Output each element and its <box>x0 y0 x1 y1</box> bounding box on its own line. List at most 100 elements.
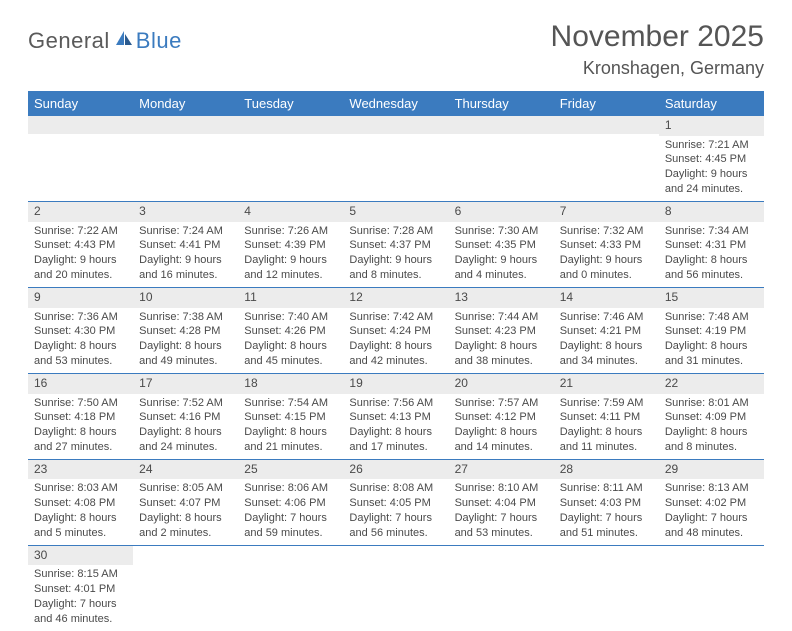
calendar-cell: 19Sunrise: 7:56 AMSunset: 4:13 PMDayligh… <box>343 373 448 459</box>
calendar-cell: 3Sunrise: 7:24 AMSunset: 4:41 PMDaylight… <box>133 201 238 287</box>
day-number: 1 <box>659 116 764 136</box>
col-wednesday: Wednesday <box>343 91 448 116</box>
calendar-cell: 30Sunrise: 8:15 AMSunset: 4:01 PMDayligh… <box>28 545 133 630</box>
day-number: 15 <box>659 288 764 308</box>
day-number: 16 <box>28 374 133 394</box>
col-friday: Friday <box>554 91 659 116</box>
day-number: 22 <box>659 374 764 394</box>
day-number: 25 <box>238 460 343 480</box>
col-thursday: Thursday <box>449 91 554 116</box>
day-details: Sunrise: 8:06 AMSunset: 4:06 PMDaylight:… <box>238 479 343 544</box>
calendar-cell: 8Sunrise: 7:34 AMSunset: 4:31 PMDaylight… <box>659 201 764 287</box>
calendar-row: 30Sunrise: 8:15 AMSunset: 4:01 PMDayligh… <box>28 545 764 630</box>
calendar-row: 2Sunrise: 7:22 AMSunset: 4:43 PMDaylight… <box>28 201 764 287</box>
empty-day-number <box>343 116 448 134</box>
day-details: Sunrise: 7:50 AMSunset: 4:18 PMDaylight:… <box>28 394 133 459</box>
day-number: 26 <box>343 460 448 480</box>
calendar-cell: 14Sunrise: 7:46 AMSunset: 4:21 PMDayligh… <box>554 287 659 373</box>
day-details: Sunrise: 7:42 AMSunset: 4:24 PMDaylight:… <box>343 308 448 373</box>
day-number: 12 <box>343 288 448 308</box>
calendar-cell: 20Sunrise: 7:57 AMSunset: 4:12 PMDayligh… <box>449 373 554 459</box>
day-number: 11 <box>238 288 343 308</box>
day-details: Sunrise: 8:05 AMSunset: 4:07 PMDaylight:… <box>133 479 238 544</box>
empty-day-number <box>28 116 133 134</box>
day-details: Sunrise: 8:10 AMSunset: 4:04 PMDaylight:… <box>449 479 554 544</box>
day-details: Sunrise: 7:26 AMSunset: 4:39 PMDaylight:… <box>238 222 343 287</box>
col-monday: Monday <box>133 91 238 116</box>
calendar-cell: 9Sunrise: 7:36 AMSunset: 4:30 PMDaylight… <box>28 287 133 373</box>
day-details: Sunrise: 8:01 AMSunset: 4:09 PMDaylight:… <box>659 394 764 459</box>
calendar-cell: 5Sunrise: 7:28 AMSunset: 4:37 PMDaylight… <box>343 201 448 287</box>
calendar-cell <box>133 116 238 201</box>
calendar-cell <box>238 116 343 201</box>
day-number: 21 <box>554 374 659 394</box>
day-number: 9 <box>28 288 133 308</box>
day-number: 27 <box>449 460 554 480</box>
calendar-cell: 16Sunrise: 7:50 AMSunset: 4:18 PMDayligh… <box>28 373 133 459</box>
calendar-cell: 17Sunrise: 7:52 AMSunset: 4:16 PMDayligh… <box>133 373 238 459</box>
calendar-cell <box>554 116 659 201</box>
month-title: November 2025 <box>551 20 764 54</box>
calendar-cell: 27Sunrise: 8:10 AMSunset: 4:04 PMDayligh… <box>449 459 554 545</box>
calendar-cell: 25Sunrise: 8:06 AMSunset: 4:06 PMDayligh… <box>238 459 343 545</box>
calendar-cell: 13Sunrise: 7:44 AMSunset: 4:23 PMDayligh… <box>449 287 554 373</box>
calendar-cell <box>238 545 343 630</box>
day-details: Sunrise: 7:28 AMSunset: 4:37 PMDaylight:… <box>343 222 448 287</box>
calendar-cell: 2Sunrise: 7:22 AMSunset: 4:43 PMDaylight… <box>28 201 133 287</box>
day-details: Sunrise: 7:38 AMSunset: 4:28 PMDaylight:… <box>133 308 238 373</box>
calendar-cell <box>449 545 554 630</box>
header: General Blue November 2025 Kronshagen, G… <box>28 20 764 79</box>
calendar-cell: 26Sunrise: 8:08 AMSunset: 4:05 PMDayligh… <box>343 459 448 545</box>
calendar-cell: 11Sunrise: 7:40 AMSunset: 4:26 PMDayligh… <box>238 287 343 373</box>
day-header-row: Sunday Monday Tuesday Wednesday Thursday… <box>28 91 764 116</box>
calendar-cell: 10Sunrise: 7:38 AMSunset: 4:28 PMDayligh… <box>133 287 238 373</box>
day-number: 13 <box>449 288 554 308</box>
calendar-table: Sunday Monday Tuesday Wednesday Thursday… <box>28 91 764 631</box>
calendar-cell <box>659 545 764 630</box>
empty-day-number <box>554 116 659 134</box>
day-number: 2 <box>28 202 133 222</box>
calendar-cell <box>133 545 238 630</box>
day-details: Sunrise: 7:40 AMSunset: 4:26 PMDaylight:… <box>238 308 343 373</box>
day-number: 3 <box>133 202 238 222</box>
col-tuesday: Tuesday <box>238 91 343 116</box>
empty-day-number <box>133 116 238 134</box>
col-sunday: Sunday <box>28 91 133 116</box>
calendar-cell: 12Sunrise: 7:42 AMSunset: 4:24 PMDayligh… <box>343 287 448 373</box>
day-number: 30 <box>28 546 133 566</box>
day-details: Sunrise: 7:52 AMSunset: 4:16 PMDaylight:… <box>133 394 238 459</box>
day-details: Sunrise: 7:34 AMSunset: 4:31 PMDaylight:… <box>659 222 764 287</box>
day-details: Sunrise: 7:22 AMSunset: 4:43 PMDaylight:… <box>28 222 133 287</box>
empty-day-number <box>449 116 554 134</box>
day-number: 17 <box>133 374 238 394</box>
day-details: Sunrise: 8:03 AMSunset: 4:08 PMDaylight:… <box>28 479 133 544</box>
day-details: Sunrise: 7:30 AMSunset: 4:35 PMDaylight:… <box>449 222 554 287</box>
calendar-cell: 4Sunrise: 7:26 AMSunset: 4:39 PMDaylight… <box>238 201 343 287</box>
day-details: Sunrise: 7:59 AMSunset: 4:11 PMDaylight:… <box>554 394 659 459</box>
day-number: 7 <box>554 202 659 222</box>
calendar-cell: 23Sunrise: 8:03 AMSunset: 4:08 PMDayligh… <box>28 459 133 545</box>
day-details: Sunrise: 7:24 AMSunset: 4:41 PMDaylight:… <box>133 222 238 287</box>
day-number: 28 <box>554 460 659 480</box>
calendar-cell <box>449 116 554 201</box>
day-number: 4 <box>238 202 343 222</box>
day-number: 19 <box>343 374 448 394</box>
col-saturday: Saturday <box>659 91 764 116</box>
title-block: November 2025 Kronshagen, Germany <box>551 20 764 79</box>
day-number: 8 <box>659 202 764 222</box>
day-number: 5 <box>343 202 448 222</box>
day-details: Sunrise: 8:13 AMSunset: 4:02 PMDaylight:… <box>659 479 764 544</box>
calendar-cell: 18Sunrise: 7:54 AMSunset: 4:15 PMDayligh… <box>238 373 343 459</box>
day-number: 20 <box>449 374 554 394</box>
day-details: Sunrise: 7:57 AMSunset: 4:12 PMDaylight:… <box>449 394 554 459</box>
day-details: Sunrise: 7:44 AMSunset: 4:23 PMDaylight:… <box>449 308 554 373</box>
day-number: 29 <box>659 460 764 480</box>
day-number: 10 <box>133 288 238 308</box>
day-details: Sunrise: 7:54 AMSunset: 4:15 PMDaylight:… <box>238 394 343 459</box>
day-number: 24 <box>133 460 238 480</box>
day-details: Sunrise: 8:08 AMSunset: 4:05 PMDaylight:… <box>343 479 448 544</box>
logo-word-2: Blue <box>136 28 182 54</box>
calendar-cell <box>28 116 133 201</box>
calendar-cell: 1Sunrise: 7:21 AMSunset: 4:45 PMDaylight… <box>659 116 764 201</box>
calendar-cell: 7Sunrise: 7:32 AMSunset: 4:33 PMDaylight… <box>554 201 659 287</box>
